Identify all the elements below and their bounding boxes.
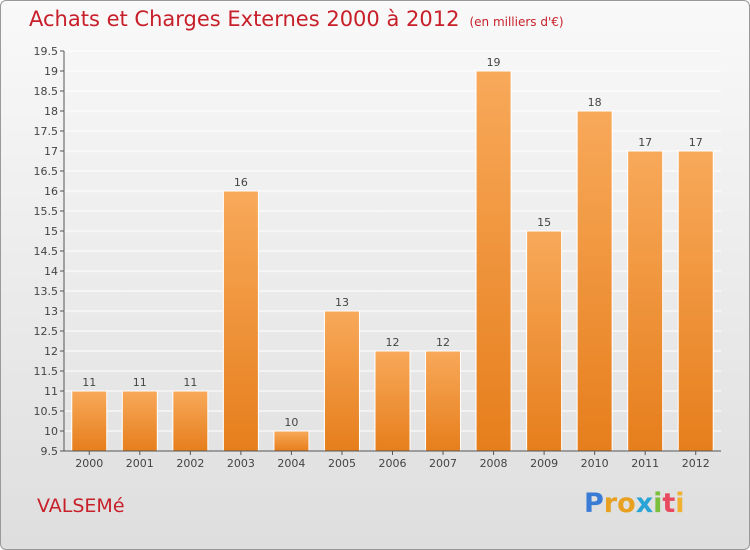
data-label: 10 [284, 416, 298, 429]
x-tick-label: 2005 [328, 457, 356, 470]
y-tick-label: 18.5 [34, 85, 59, 98]
data-label: 16 [234, 176, 248, 189]
y-tick-label: 16.5 [34, 165, 59, 178]
y-tick-label: 13.5 [34, 285, 59, 298]
data-label: 17 [689, 136, 703, 149]
bar-2003 [222, 190, 259, 452]
x-tick-label: 2007 [429, 457, 457, 470]
x-tick-label: 2008 [480, 457, 508, 470]
y-tick-label: 12 [44, 345, 58, 358]
y-tick-label: 17.5 [34, 125, 59, 138]
y-tick-label: 10 [44, 425, 58, 438]
data-label: 18 [588, 96, 602, 109]
data-label: 11 [183, 376, 197, 389]
bar-2007 [425, 350, 462, 452]
y-tick-label: 16 [44, 185, 58, 198]
data-label: 19 [487, 56, 501, 69]
bar-2011 [627, 150, 664, 452]
x-tick-label: 2003 [227, 457, 255, 470]
bars [71, 70, 714, 452]
y-tick-label: 11 [44, 385, 58, 398]
y-tick-label: 13 [44, 305, 58, 318]
y-tick-label: 15.5 [34, 205, 59, 218]
y-tick-label: 9.5 [41, 445, 59, 458]
proxiti-logo[interactable]: Proxiti [584, 488, 685, 519]
y-tick-label: 19.5 [34, 45, 59, 58]
data-label: 12 [436, 336, 450, 349]
logo-letter: x [635, 488, 654, 519]
bar-2006 [374, 350, 411, 452]
x-tick-label: 2000 [75, 457, 103, 470]
data-label: 11 [133, 376, 147, 389]
bar-2005 [323, 310, 360, 452]
title-text: Achats et Charges Externes 2000 à 2012 [29, 7, 460, 31]
y-tick-label: 11.5 [34, 365, 59, 378]
bar-2009 [526, 230, 563, 452]
bar-2000 [71, 390, 108, 452]
bar-2008 [475, 70, 512, 452]
y-tick-labels: 9.5 10 10.5 11 11.5 12 12.5 13 13.5 14 14.5 15 15.5 1… [34, 45, 59, 458]
logo-letter: t [662, 488, 676, 519]
bar-2002 [172, 390, 209, 452]
logo-letter: i [653, 488, 663, 519]
data-label: 17 [638, 136, 652, 149]
logo-letter: r [603, 488, 618, 519]
logo-letter: P [584, 488, 604, 519]
x-tick-label: 2002 [176, 457, 204, 470]
data-label: 15 [537, 216, 551, 229]
x-tick-label: 2012 [682, 457, 710, 470]
bar-2001 [121, 390, 158, 452]
x-tick-label: 2011 [631, 457, 659, 470]
bar-2012 [677, 150, 714, 452]
y-tick-label: 12.5 [34, 325, 59, 338]
y-tick-label: 14.5 [34, 245, 59, 258]
y-tick-label: 17 [44, 145, 58, 158]
y-tick-label: 10.5 [34, 405, 59, 418]
x-tick-labels: 2000 2001 2002 2003 2004 2005 2006 2007 2008 2009… [75, 451, 710, 470]
data-label: 12 [386, 336, 400, 349]
bar-2010 [576, 110, 613, 452]
x-tick-label: 2010 [581, 457, 609, 470]
commune-name: VALSEMé [37, 495, 125, 517]
data-label: 13 [335, 296, 349, 309]
x-tick-label: 2004 [277, 457, 305, 470]
bar-2004 [273, 430, 310, 452]
logo-letter: o [617, 488, 636, 519]
data-labels: 11 11 11 16 10 13 12 12 19 15 18 17 17 [82, 56, 702, 429]
subtitle-text: (en milliers d'€) [469, 15, 564, 29]
y-tick-label: 18 [44, 105, 58, 118]
y-tick-label: 15 [44, 225, 58, 238]
y-tick-label: 19 [44, 65, 58, 78]
chart-title: Achats et Charges Externes 2000 à 2012 (e… [29, 7, 564, 31]
y-tick-label: 14 [44, 265, 58, 278]
logo-letter: i [675, 488, 685, 519]
x-tick-label: 2001 [126, 457, 154, 470]
data-label: 11 [82, 376, 96, 389]
x-tick-label: 2009 [530, 457, 558, 470]
x-tick-label: 2006 [379, 457, 407, 470]
